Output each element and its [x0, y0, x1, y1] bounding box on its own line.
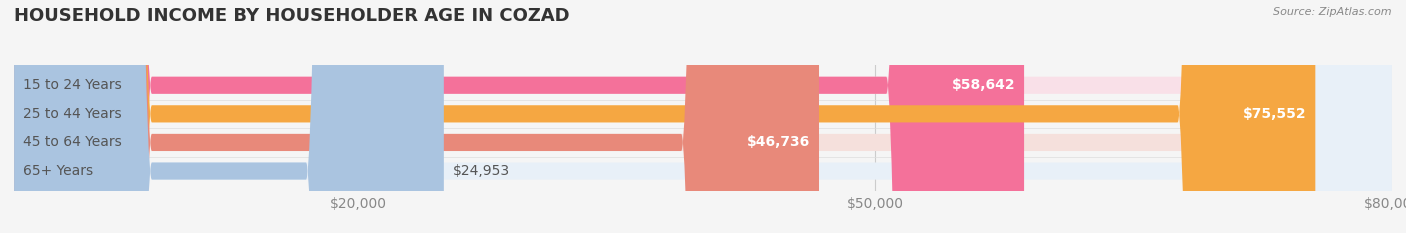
Text: HOUSEHOLD INCOME BY HOUSEHOLDER AGE IN COZAD: HOUSEHOLD INCOME BY HOUSEHOLDER AGE IN C…	[14, 7, 569, 25]
Text: 25 to 44 Years: 25 to 44 Years	[22, 107, 121, 121]
Text: 15 to 24 Years: 15 to 24 Years	[22, 78, 121, 92]
Text: $75,552: $75,552	[1243, 107, 1306, 121]
FancyBboxPatch shape	[14, 0, 1316, 233]
Text: 45 to 64 Years: 45 to 64 Years	[22, 135, 121, 149]
Text: $24,953: $24,953	[453, 164, 509, 178]
FancyBboxPatch shape	[14, 0, 820, 233]
Text: Source: ZipAtlas.com: Source: ZipAtlas.com	[1274, 7, 1392, 17]
Text: 65+ Years: 65+ Years	[22, 164, 93, 178]
FancyBboxPatch shape	[14, 0, 1392, 233]
FancyBboxPatch shape	[14, 0, 1392, 233]
FancyBboxPatch shape	[14, 0, 444, 233]
FancyBboxPatch shape	[14, 0, 1392, 233]
FancyBboxPatch shape	[14, 0, 1024, 233]
Text: $46,736: $46,736	[747, 135, 810, 149]
FancyBboxPatch shape	[14, 0, 1392, 233]
Text: $58,642: $58,642	[952, 78, 1015, 92]
